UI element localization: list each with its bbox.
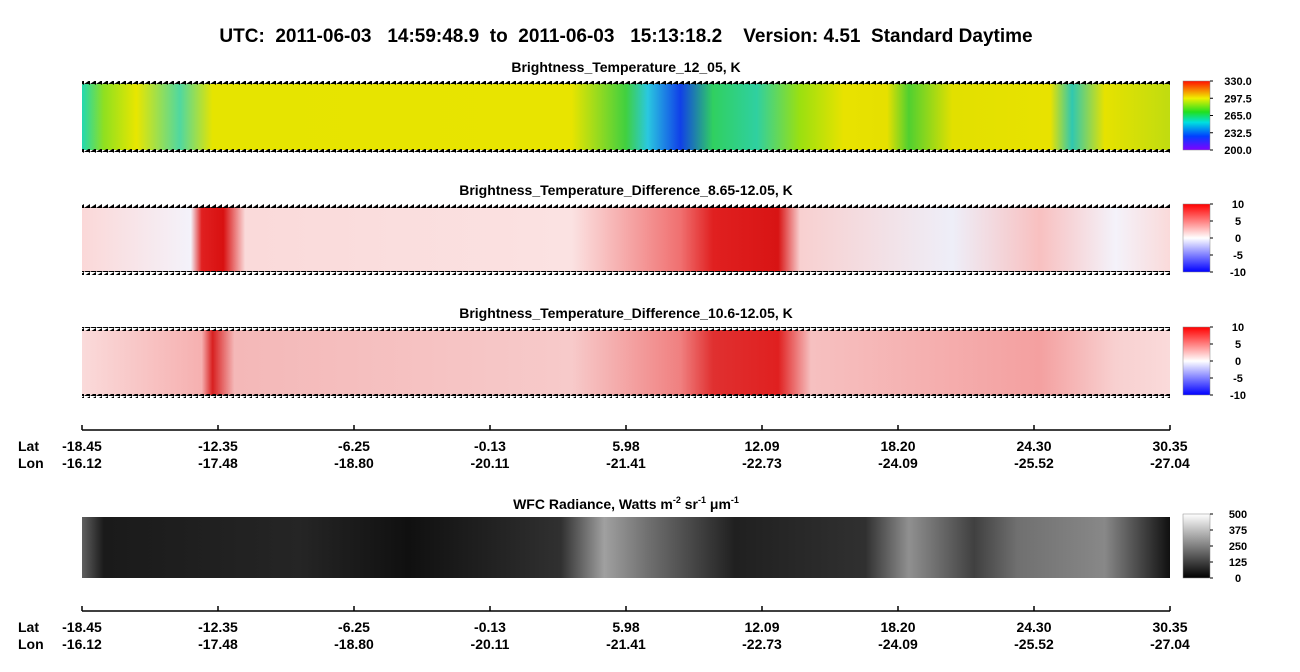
lon-tick-label: -20.11 [471, 455, 510, 471]
colorbar-tick-label: -5 [1233, 373, 1243, 385]
lon-tick-label: -16.12 [62, 636, 102, 652]
colorbar-tick-label: 297.5 [1224, 93, 1252, 105]
lat-tick-label: 18.20 [880, 438, 915, 454]
lon-label: Lon [18, 636, 44, 652]
panel-title: WFC Radiance, Watts m-2 sr-1 μm-1 [513, 495, 739, 512]
lat-label: Lat [18, 438, 39, 454]
colorbar-tick-label: 10 [1232, 199, 1244, 211]
lon-tick-label: -17.48 [198, 455, 238, 471]
lat-tick-label: -6.25 [338, 619, 370, 635]
panel-title: Brightness_Temperature_12_05, K [511, 59, 740, 75]
lat-tick-label: 12.09 [744, 619, 779, 635]
colorbar-tick-label: 5 [1235, 216, 1241, 228]
colorbar [1182, 203, 1211, 273]
lon-tick-label: -22.73 [742, 636, 782, 652]
lat-tick-label: 18.20 [880, 619, 915, 635]
colorbar-tick-label: 0 [1235, 233, 1241, 245]
title-text: WFC Radiance, Watts m [513, 496, 673, 512]
lon-tick-label: -24.09 [878, 455, 918, 471]
panel-title: Brightness_Temperature_Difference_10.6-1… [459, 305, 793, 321]
lon-tick-label: -25.52 [1014, 455, 1054, 471]
strip-border-top [82, 327, 1170, 331]
page-title: UTC: 2011-06-03 14:59:48.9 to 2011-06-03… [219, 26, 1032, 47]
colorbar-tick-label: 232.5 [1224, 128, 1252, 140]
strip-border-bottom [82, 149, 1170, 153]
image-strip [82, 517, 1170, 578]
image-strip [82, 207, 1170, 272]
colorbar-tick-label: 10 [1232, 322, 1244, 334]
lon-tick-label: -21.41 [606, 455, 646, 471]
lat-tick-label: 5.98 [612, 438, 639, 454]
lat-tick-label: 30.35 [1152, 438, 1187, 454]
lat-tick-label: -0.13 [474, 438, 506, 454]
lon-tick-label: -24.09 [878, 636, 918, 652]
title-text: sr [681, 496, 699, 512]
colorbar-tick-label: 330.0 [1224, 76, 1252, 88]
lon-label: Lon [18, 455, 44, 471]
lon-tick-label: -22.73 [742, 455, 782, 471]
colorbar-tick-label: 0 [1235, 573, 1241, 585]
lat-tick-label: -6.25 [338, 438, 370, 454]
lon-tick-label: -20.11 [471, 636, 510, 652]
strip-border-bottom [82, 271, 1170, 275]
lat-tick-label: -18.45 [62, 438, 102, 454]
colorbar-tick-label: -10 [1230, 390, 1246, 402]
lon-tick-label: -18.80 [334, 455, 374, 471]
colorbar-tick-label: 200.0 [1224, 145, 1252, 157]
lon-tick-label: -17.48 [198, 636, 238, 652]
image-strip [82, 330, 1170, 395]
colorbar-tick-label: -5 [1233, 250, 1243, 262]
lon-tick-label: -18.80 [334, 636, 374, 652]
colorbar-tick-label: 250 [1229, 541, 1247, 553]
lon-tick-label: -21.41 [606, 636, 646, 652]
colorbar-tick-label: 125 [1229, 557, 1247, 569]
colorbar-tick-label: 5 [1235, 339, 1241, 351]
colorbar-tick-label: -10 [1230, 267, 1246, 279]
lat-tick-label: 30.35 [1152, 619, 1187, 635]
lat-tick-label: 12.09 [744, 438, 779, 454]
colorbar-tick-label: 0 [1235, 356, 1241, 368]
strip-border-top [82, 204, 1170, 208]
title-text: μm [706, 496, 731, 512]
lon-tick-label: -27.04 [1150, 636, 1190, 652]
colorbar [1182, 513, 1211, 579]
lon-tick-label: -27.04 [1150, 455, 1190, 471]
strip-border-bottom [82, 394, 1170, 398]
image-strip [82, 84, 1170, 150]
lat-label: Lat [18, 619, 39, 635]
lat-tick-label: 24.30 [1016, 619, 1051, 635]
colorbar-tick-label: 500 [1229, 509, 1247, 521]
title-superscript: -2 [673, 495, 681, 505]
lat-tick-label: -12.35 [198, 438, 238, 454]
lat-tick-label: -18.45 [62, 619, 102, 635]
title-superscript: -1 [731, 495, 739, 505]
colorbar [1182, 80, 1211, 151]
lon-tick-label: -16.12 [62, 455, 102, 471]
colorbar-tick-label: 265.0 [1224, 111, 1252, 123]
lat-tick-label: -12.35 [198, 619, 238, 635]
lat-tick-label: -0.13 [474, 619, 506, 635]
panel-title: Brightness_Temperature_Difference_8.65-1… [459, 182, 793, 198]
colorbar [1182, 326, 1211, 396]
lat-tick-label: 24.30 [1016, 438, 1051, 454]
lon-tick-label: -25.52 [1014, 636, 1054, 652]
strip-border-top [82, 81, 1170, 85]
colorbar-tick-label: 375 [1229, 525, 1247, 537]
lat-tick-label: 5.98 [612, 619, 639, 635]
title-superscript: -1 [698, 495, 706, 505]
